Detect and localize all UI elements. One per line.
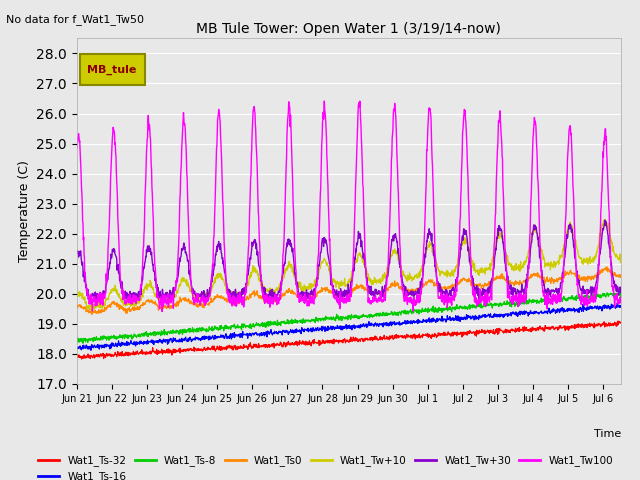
Wat1_Ts-8 bbox=[79, 340, 87, 346]
Wat1_Tw100 bbox=[326, 238, 333, 243]
Wat1_Ts0 bbox=[304, 294, 312, 300]
Wat1_Tw+10 bbox=[602, 217, 609, 223]
Wat1_Tw100 bbox=[158, 309, 166, 314]
Wat1_Tw+10 bbox=[86, 307, 94, 313]
Text: MB_tule: MB_tule bbox=[88, 64, 137, 74]
Wat1_Ts0 bbox=[617, 275, 625, 280]
Wat1_Tw100 bbox=[383, 273, 391, 279]
Wat1_Ts-16 bbox=[304, 325, 312, 331]
Line: Wat1_Tw+30: Wat1_Tw+30 bbox=[77, 220, 621, 302]
Line: Wat1_Ts-16: Wat1_Ts-16 bbox=[77, 303, 621, 350]
Wat1_Tw+30 bbox=[137, 292, 145, 298]
Wat1_Ts-32 bbox=[73, 353, 81, 359]
Wat1_Ts-16 bbox=[383, 320, 390, 325]
Wat1_Ts-8 bbox=[73, 340, 81, 346]
Wat1_Ts-32 bbox=[115, 353, 123, 359]
Wat1_Ts-32 bbox=[617, 320, 625, 326]
Wat1_Ts0 bbox=[602, 264, 610, 270]
Wat1_Tw100 bbox=[617, 300, 625, 305]
Wat1_Ts-16 bbox=[617, 303, 625, 309]
Title: MB Tule Tower: Open Water 1 (3/19/14-now): MB Tule Tower: Open Water 1 (3/19/14-now… bbox=[196, 22, 501, 36]
Line: Wat1_Tw100: Wat1_Tw100 bbox=[77, 101, 621, 312]
Wat1_Ts-32 bbox=[304, 340, 312, 346]
Legend: Wat1_Ts-32, Wat1_Ts-16, Wat1_Ts-8, Wat1_Ts0, Wat1_Tw+10, Wat1_Tw+30, Wat1_Tw100: Wat1_Ts-32, Wat1_Ts-16, Wat1_Ts-8, Wat1_… bbox=[38, 456, 613, 480]
Line: Wat1_Tw+10: Wat1_Tw+10 bbox=[77, 220, 621, 310]
Wat1_Ts-16 bbox=[87, 348, 95, 353]
Line: Wat1_Ts-8: Wat1_Ts-8 bbox=[77, 292, 621, 343]
Wat1_Tw100 bbox=[321, 98, 328, 104]
Y-axis label: Temperature (C): Temperature (C) bbox=[18, 160, 31, 262]
Wat1_Ts-32 bbox=[614, 318, 621, 324]
Wat1_Ts-32 bbox=[316, 343, 323, 348]
Wat1_Ts-8 bbox=[115, 335, 123, 341]
Wat1_Ts-16 bbox=[138, 339, 145, 345]
Wat1_Ts0 bbox=[316, 290, 323, 296]
Wat1_Tw+10 bbox=[138, 291, 145, 297]
Text: Time: Time bbox=[593, 429, 621, 439]
Wat1_Tw+10 bbox=[325, 268, 333, 274]
Wat1_Ts0 bbox=[115, 307, 123, 312]
Wat1_Ts-8 bbox=[138, 331, 145, 336]
Wat1_Tw+30 bbox=[73, 248, 81, 254]
Wat1_Ts0 bbox=[325, 288, 333, 294]
Text: No data for f_Wat1_Tw50: No data for f_Wat1_Tw50 bbox=[6, 14, 145, 25]
Wat1_Tw+30 bbox=[316, 263, 323, 269]
Line: Wat1_Ts0: Wat1_Ts0 bbox=[77, 267, 621, 314]
Wat1_Tw+30 bbox=[325, 257, 333, 263]
Wat1_Ts-16 bbox=[613, 300, 621, 306]
Wat1_Tw100 bbox=[115, 239, 123, 244]
Wat1_Tw+10 bbox=[383, 269, 390, 275]
Wat1_Tw+10 bbox=[115, 295, 123, 300]
Wat1_Ts-8 bbox=[616, 289, 623, 295]
Wat1_Tw+10 bbox=[617, 255, 625, 261]
Wat1_Tw100 bbox=[73, 145, 81, 151]
Wat1_Tw+30 bbox=[617, 286, 625, 292]
Wat1_Ts0 bbox=[383, 287, 390, 293]
Wat1_Ts-8 bbox=[304, 317, 312, 323]
Wat1_Ts-16 bbox=[73, 344, 81, 350]
Wat1_Ts-32 bbox=[383, 334, 390, 339]
Wat1_Tw+10 bbox=[73, 294, 81, 300]
Wat1_Tw100 bbox=[304, 298, 312, 304]
Wat1_Ts-16 bbox=[115, 343, 123, 348]
Wat1_Tw+30 bbox=[601, 217, 609, 223]
FancyBboxPatch shape bbox=[79, 54, 145, 85]
Wat1_Tw+10 bbox=[316, 267, 323, 273]
Wat1_Tw+30 bbox=[383, 273, 390, 278]
Wat1_Tw+30 bbox=[263, 299, 271, 305]
Wat1_Ts-8 bbox=[325, 316, 333, 322]
Wat1_Ts-8 bbox=[316, 317, 323, 323]
Wat1_Ts0 bbox=[88, 312, 96, 317]
Wat1_Tw+30 bbox=[304, 290, 312, 296]
Wat1_Ts-8 bbox=[617, 292, 625, 298]
Wat1_Ts0 bbox=[73, 304, 81, 310]
Wat1_Tw+10 bbox=[304, 287, 312, 292]
Wat1_Ts-32 bbox=[77, 356, 85, 362]
Wat1_Tw+30 bbox=[115, 269, 123, 275]
Wat1_Ts-16 bbox=[316, 326, 323, 332]
Wat1_Tw100 bbox=[137, 284, 145, 290]
Line: Wat1_Ts-32: Wat1_Ts-32 bbox=[77, 321, 621, 359]
Wat1_Ts-8 bbox=[383, 312, 390, 317]
Wat1_Ts-32 bbox=[325, 339, 333, 345]
Wat1_Tw100 bbox=[316, 230, 323, 236]
Wat1_Ts0 bbox=[138, 302, 145, 308]
Wat1_Ts-16 bbox=[325, 326, 333, 332]
Wat1_Ts-32 bbox=[138, 350, 145, 356]
